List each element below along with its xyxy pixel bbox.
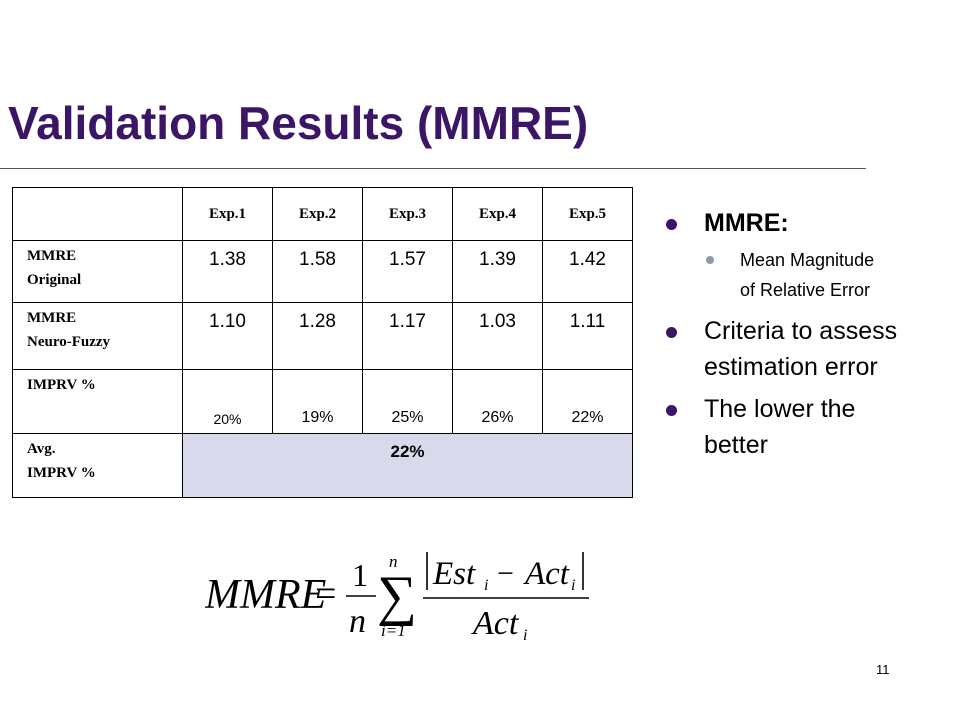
formula-sum-upper: n xyxy=(389,552,398,571)
formula-equals: = xyxy=(315,573,336,615)
table-cell: 25% xyxy=(362,369,453,434)
bullet-line: Criteria to assess xyxy=(704,317,898,345)
formula-frac-denominator: n xyxy=(349,603,366,640)
slide-title: Validation Results (MMRE) xyxy=(8,97,589,149)
table-cell: 1.39 xyxy=(452,240,543,303)
table-row: MMRE Original 1.38 1.58 1.57 1.39 1.42 xyxy=(12,240,633,303)
table-header-cell: Exp.5 xyxy=(542,187,633,241)
table-cell: 1.03 xyxy=(452,302,543,370)
formula-est-sub: i xyxy=(484,577,488,594)
bullet-item: MMRE: xyxy=(666,205,946,241)
table-cell: 1.57 xyxy=(362,240,453,303)
row-label: MMRE Original xyxy=(12,240,183,303)
formula-denominator-sub: i xyxy=(523,627,527,644)
table-cell: 1.17 xyxy=(362,302,453,370)
bullet-dot-icon xyxy=(666,405,677,416)
table-cell: 26% xyxy=(452,369,543,434)
bullet-item: The lower the better xyxy=(666,391,946,463)
formula-est: Est xyxy=(432,556,476,592)
table-cell: 1.11 xyxy=(542,302,633,370)
formula-lhs: MMRE xyxy=(205,572,326,618)
bullet-dot-icon xyxy=(666,219,677,230)
table-row: MMRE Neuro-Fuzzy 1.10 1.28 1.17 1.03 1.1… xyxy=(12,302,633,370)
formula-sum-symbol: ∑ xyxy=(377,565,417,627)
row-label-line: IMPRV % xyxy=(27,377,96,393)
mmre-formula: MMRE = 1 n n ∑ i=1 Est i − Act i Act i xyxy=(205,552,589,644)
formula-sum-lower: i=1 xyxy=(381,621,406,640)
table-cell: 1.10 xyxy=(182,302,273,370)
formula-denominator-act: Act xyxy=(471,605,520,642)
table-cell: 22% xyxy=(542,369,633,434)
table-cell: 1.42 xyxy=(542,240,633,303)
bullet-list: MMRE: Mean Magnitude of Relative Error C… xyxy=(666,205,946,469)
table-header-row: Exp.1 Exp.2 Exp.3 Exp.4 Exp.5 xyxy=(12,187,633,241)
bullet-dot-icon xyxy=(666,327,677,338)
table-cell: 1.28 xyxy=(272,302,363,370)
table-cell: 1.58 xyxy=(272,240,363,303)
table-cell: 20% xyxy=(182,369,273,434)
sub-bullet-line: of Relative Error xyxy=(740,280,871,300)
row-label-line: Avg. xyxy=(27,441,56,457)
bullet-text: MMRE: xyxy=(704,209,789,237)
row-label: Avg. IMPRV % xyxy=(12,433,183,498)
table-cell: 1.38 xyxy=(182,240,273,303)
row-label-line: IMPRV % xyxy=(27,465,96,481)
table-header-cell: Exp.4 xyxy=(452,187,543,241)
page-number: 11 xyxy=(876,662,890,677)
formula-act: Act xyxy=(523,556,570,592)
table-header-cell: Exp.3 xyxy=(362,187,453,241)
results-table: Exp.1 Exp.2 Exp.3 Exp.4 Exp.5 MMRE Origi… xyxy=(12,187,633,498)
title-divider xyxy=(0,168,866,169)
table-header-cell: Exp.1 xyxy=(182,187,273,241)
row-label-line: Neuro-Fuzzy xyxy=(27,334,111,350)
sub-bullet-line: Mean Magnitude xyxy=(740,250,875,270)
formula-frac-numerator: 1 xyxy=(352,557,368,593)
row-label-line: MMRE xyxy=(27,248,77,264)
table-header-corner xyxy=(12,187,183,241)
row-label-line: Original xyxy=(27,272,82,288)
formula-minus: − xyxy=(497,557,514,590)
bullet-line: better xyxy=(704,431,768,459)
row-label: MMRE Neuro-Fuzzy xyxy=(12,302,183,370)
sub-bullet-dot-icon xyxy=(706,256,714,264)
table-row-average: Avg. IMPRV % 22% xyxy=(12,433,633,498)
bullet-item: Criteria to assess estimation error xyxy=(666,313,946,385)
row-label: IMPRV % xyxy=(12,369,183,434)
table-header-cell: Exp.2 xyxy=(272,187,363,241)
sub-bullet-item: Mean Magnitude of Relative Error xyxy=(666,245,946,305)
row-label-line: MMRE xyxy=(27,310,77,326)
bullet-line: estimation error xyxy=(704,353,878,381)
formula-act-sub: i xyxy=(571,577,575,594)
table-row: IMPRV % 20% 19% 25% 26% 22% xyxy=(12,369,633,434)
table-cell: 19% xyxy=(272,369,363,434)
average-improvement-cell: 22% xyxy=(182,433,633,498)
bullet-line: The lower the xyxy=(704,395,856,423)
